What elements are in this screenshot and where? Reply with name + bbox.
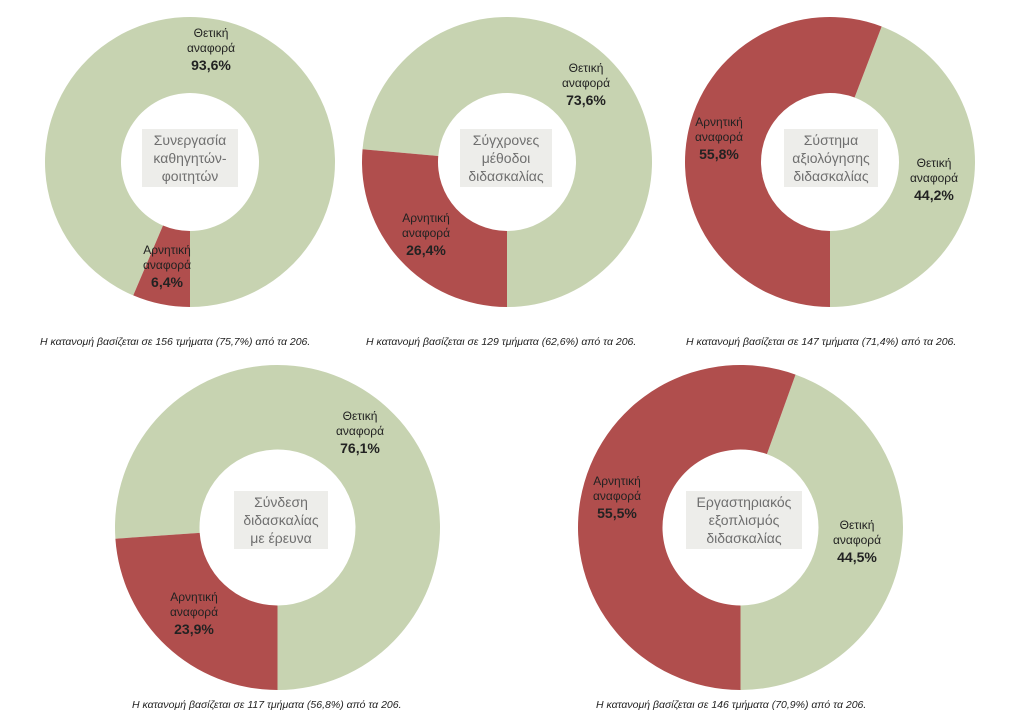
slice-value-label: 23,9%	[174, 621, 214, 637]
donut-slice-negative	[133, 225, 190, 307]
center-label-4: Σύνδεση διδασκαλίας με έρευνα	[234, 491, 328, 549]
donut-slice-positive	[362, 17, 652, 307]
slice-label-negative: Αρνητική αναφορά 55,5%	[577, 474, 657, 522]
donut-svg-5	[577, 364, 903, 690]
slice-value-label: 44,2%	[914, 187, 954, 203]
slice-value-label: 55,8%	[699, 146, 739, 162]
slice-value-label: 55,5%	[597, 505, 637, 521]
slice-label-word: αναφορά	[186, 41, 236, 55]
slice-value-label: 26,4%	[406, 242, 446, 258]
donut-slice-negative	[577, 364, 796, 690]
donut-slice-negative	[115, 532, 278, 690]
center-label-line: διδασκαλίας	[793, 168, 869, 184]
slice-label-word: Αρνητική	[402, 211, 450, 225]
donut-svg-4	[115, 365, 440, 690]
center-label-3: Σύστημα αξιολόγησης διδασκαλίας	[784, 129, 878, 187]
center-label-line: με έρευνα	[250, 530, 312, 546]
donut-svg-3	[685, 16, 975, 307]
slice-value-label: 93,6%	[191, 57, 231, 73]
center-label-line: μέθοδοι	[481, 150, 531, 166]
slice-value-label: 73,6%	[566, 92, 606, 108]
donut-chart-1: Συνεργασία καθηγητών- φοιτητών Θετική αν…	[44, 17, 335, 308]
slice-label-word: Θετική	[568, 61, 604, 75]
center-label-line: διδασκαλίας	[706, 530, 782, 546]
slice-label-word: αναφορά	[169, 605, 219, 619]
slice-label-positive: Θετική αναφορά 76,1%	[320, 409, 400, 457]
slice-label-positive: Θετική αναφορά 73,6%	[546, 61, 626, 109]
chart-caption-5: Η κατανομή βασίζεται σε 146 τμήματα (70,…	[596, 699, 867, 711]
slice-label-negative: Αρνητική αναφορά 23,9%	[154, 590, 234, 638]
center-label-line: εξοπλισμός	[708, 512, 780, 528]
donut-slice-positive	[44, 17, 335, 308]
slice-value-label: 76,1%	[340, 440, 380, 456]
center-label-5: Εργαστηριακός εξοπλισμός διδασκαλίας	[686, 491, 802, 549]
slice-label-word: Θετική	[342, 409, 378, 423]
chart-caption-3: Η κατανομή βασίζεται σε 147 τμήματα (71,…	[686, 336, 957, 348]
donut-slice-positive	[740, 374, 903, 690]
slice-label-positive: Θετική αναφορά 44,5%	[817, 518, 897, 566]
slice-label-word: αναφορά	[832, 533, 882, 547]
slice-label-word: αναφορά	[401, 226, 451, 240]
center-label-line: διδασκαλίας	[468, 168, 544, 184]
slice-label-word: αναφορά	[335, 424, 385, 438]
center-label-line: Σύστημα	[803, 132, 859, 148]
center-label-line: Σύνδεση	[254, 494, 308, 510]
center-label-line: Σύγχρονες	[472, 132, 540, 148]
center-label-line: καθηγητών-	[153, 150, 227, 166]
donut-chart-2: Σύγχρονες μέθοδοι διδασκαλίας Θετική ανα…	[362, 17, 652, 307]
slice-label-word: αναφορά	[592, 489, 642, 503]
center-label-line: Συνεργασία	[153, 132, 227, 148]
center-label-1: Συνεργασία καθηγητών- φοιτητών	[142, 129, 238, 187]
slice-label-positive: Θετική αναφορά 44,2%	[894, 156, 974, 204]
chart-caption-4: Η κατανομή βασίζεται σε 117 τμήματα (56,…	[132, 699, 402, 711]
slice-label-negative: Αρνητική αναφορά 26,4%	[386, 211, 466, 259]
chart-caption-1: Η κατανομή βασίζεται σε 156 τμήματα (75,…	[40, 336, 311, 348]
slice-label-word: Αρνητική	[143, 243, 191, 257]
donut-slice-negative	[362, 149, 507, 307]
slice-label-word: Θετική	[916, 156, 952, 170]
slice-label-word: αναφορά	[142, 258, 192, 272]
slice-label-negative: Αρνητική αναφορά 55,8%	[679, 115, 759, 163]
center-label-line: διδασκαλίας	[243, 512, 319, 528]
center-label-line: Εργαστηριακός	[696, 494, 792, 510]
slice-label-word: αναφορά	[909, 171, 959, 185]
slice-value-label: 6,4%	[151, 274, 183, 290]
center-label-2: Σύγχρονες μέθοδοι διδασκαλίας	[460, 129, 552, 187]
slice-label-word: Θετική	[839, 518, 875, 532]
donut-svg-1	[44, 17, 335, 308]
donut-slice-positive	[115, 365, 440, 690]
center-label-line: αξιολόγησης	[792, 150, 870, 166]
donut-svg-2	[362, 17, 652, 307]
donut-chart-5: Εργαστηριακός εξοπλισμός διδασκαλίας Θετ…	[577, 364, 903, 690]
donut-chart-4: Σύνδεση διδασκαλίας με έρευνα Θετική ανα…	[115, 365, 440, 690]
slice-label-word: Αρνητική	[695, 115, 743, 129]
slice-label-word: Θετική	[193, 26, 229, 40]
slice-label-negative: Αρνητική αναφορά 6,4%	[127, 243, 207, 291]
donut-slice-negative	[685, 16, 882, 307]
slice-label-positive: Θετική αναφορά 93,6%	[171, 26, 251, 74]
slice-label-word: Αρνητική	[593, 474, 641, 488]
center-label-line: φοιτητών	[161, 168, 219, 184]
slice-label-word: αναφορά	[694, 130, 744, 144]
slice-value-label: 44,5%	[837, 549, 877, 565]
slice-label-word: Αρνητική	[170, 590, 218, 604]
donut-chart-3: Σύστημα αξιολόγησης διδασκαλίας Θετική α…	[685, 16, 975, 307]
slice-label-word: αναφορά	[561, 76, 611, 90]
chart-caption-2: Η κατανομή βασίζεται σε 129 τμήματα (62,…	[366, 336, 637, 348]
donut-slice-positive	[830, 26, 975, 307]
